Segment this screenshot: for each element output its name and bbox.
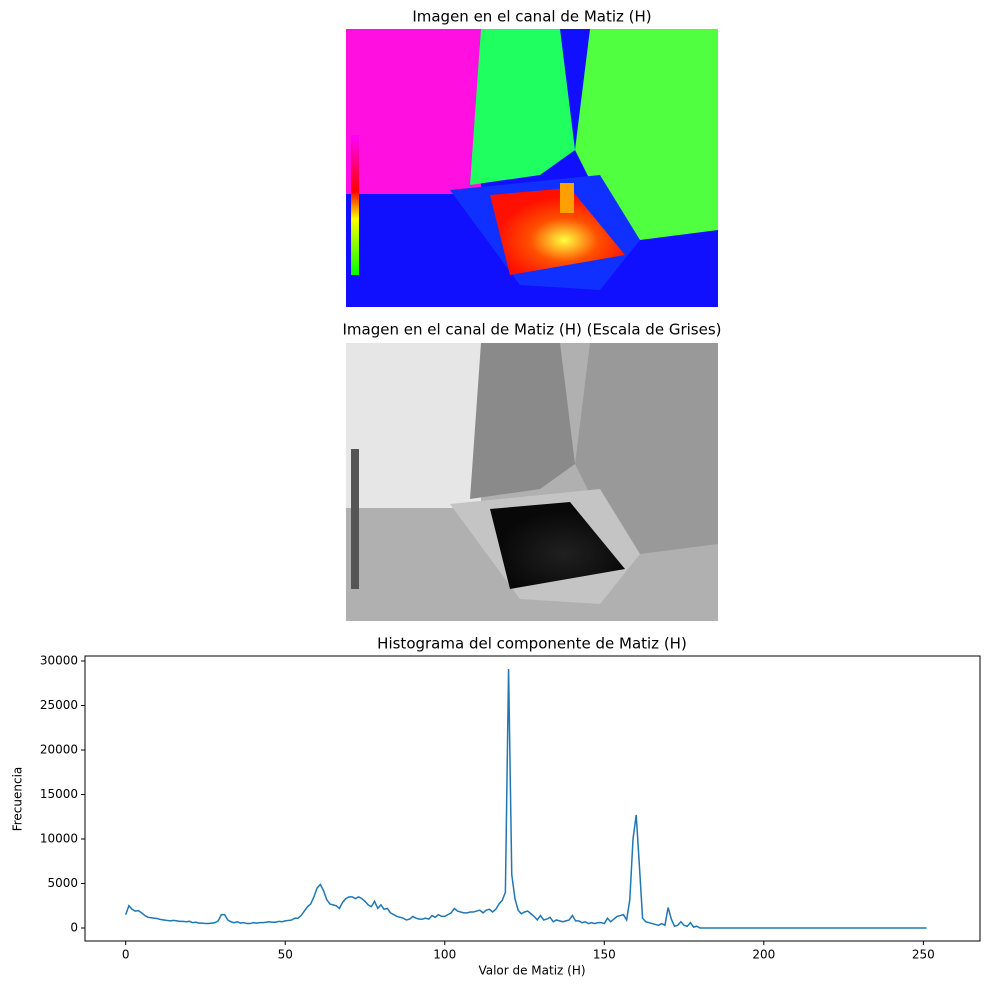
y-tick-label: 10000 [40,831,78,845]
hue-image [346,29,718,307]
image-title: Imagen en el canal de Matiz (H) [412,8,651,26]
y-tick-label: 30000 [40,653,78,667]
y-tick-label: 0 [70,921,78,935]
x-tick-label: 50 [278,948,293,962]
x-tick-label: 200 [752,948,775,962]
y-tick-label: 15000 [40,787,78,801]
image-title: Imagen en el canal de Matiz (H) (Escala … [343,321,722,339]
y-tick-label: 25000 [40,698,78,712]
x-tick-label: 100 [433,948,456,962]
plot-frame [84,655,981,942]
line-series [124,668,927,929]
gray-image [346,343,718,621]
x-tick-label: 0 [122,948,130,962]
chart-title: Histograma del componente de Matiz (H) [377,635,687,653]
x-tick-label: 250 [912,948,935,962]
x-axis-label: Valor de Matiz (H) [478,964,585,978]
y-tick-label: 20000 [40,742,78,756]
x-tick-label: 150 [593,948,616,962]
y-tick-label: 5000 [47,876,78,890]
y-axis-label: Frecuencia [11,767,25,832]
